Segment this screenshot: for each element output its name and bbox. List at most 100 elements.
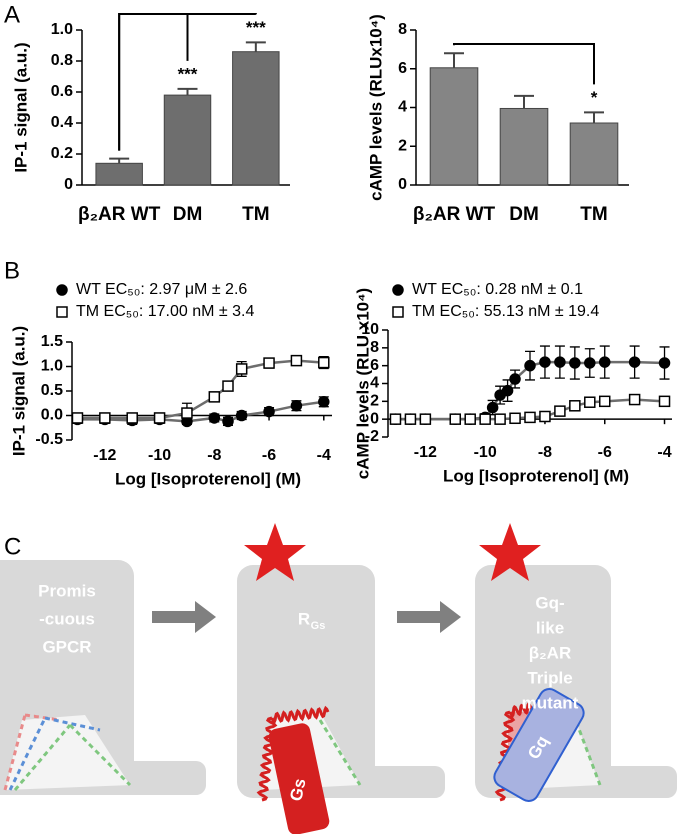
y-tick-label: 10 [361,321,379,338]
error-bar [245,41,266,52]
marker [524,411,536,424]
diagram-text: -cuous [39,609,95,628]
y-tick-label: 2 [370,393,379,410]
x-tick-label: -4 [657,444,671,461]
legend-marker [392,284,404,296]
fit-line [77,359,324,420]
y-tick-label: 0.5 [41,382,63,399]
panel-label: B [4,257,20,284]
legend-marker [56,306,68,318]
bracket [453,43,595,85]
category-label: DM [509,204,539,225]
y-tick-label: 0 [64,176,73,193]
category-label: β₂AR WT [78,204,161,225]
x-axis-title: Log [Isoproterenol] (M) [443,466,629,485]
diagram-text: GPCR [42,637,91,656]
diagram-text: Gs [286,777,309,803]
marker [290,354,303,367]
diagram-text: mutant [522,693,579,712]
marker [263,357,275,369]
y-tick-label: 0.4 [51,114,73,131]
marker [569,357,581,369]
diagram-text: R [298,609,310,628]
bar [429,67,479,186]
bracket [118,13,257,151]
y-tick-label: 0 [398,176,407,193]
marker [539,410,551,423]
diagram-text: Gs [311,620,326,632]
legend-label: WT EC₅₀: 0.28 nM ± 0.1 [412,281,583,298]
marker [153,412,166,424]
y-tick-label: 1.5 [41,333,63,350]
arrow [397,601,461,633]
error-bar [584,111,604,123]
legend-marker [56,284,68,296]
diagram-text: β₂AR [529,643,571,662]
error-bar [109,157,130,164]
marker [235,363,248,375]
marker [126,412,138,424]
marker [389,413,402,425]
marker [486,401,499,414]
marker [208,412,221,424]
pocket [5,715,130,790]
category-label: DM [173,204,203,225]
x-tick-label: -6 [262,447,276,464]
y-tick-label: 4 [398,99,407,116]
category-label: TM [580,204,607,225]
error-bar [177,87,198,96]
marker [479,413,491,425]
diagram-text: Promis [38,581,96,600]
pocket-outline [318,719,362,786]
star [244,523,306,581]
y-axis-title: cAMP levels (RLU x10⁴) [353,288,372,479]
error-bar [514,94,534,109]
y-tick-label: 1.0 [41,358,63,375]
error-bar [444,52,464,68]
marker [509,373,521,385]
bar [95,162,143,186]
panel-label: C [4,533,21,560]
x-axis-title: Log [Isoproterenol] (M) [115,469,301,488]
pocket-outline [256,716,278,802]
marker [208,391,221,403]
marker [99,412,111,424]
panel-label: A [4,1,20,28]
y-axis-title: cAMP levels (RLUx10⁴) [366,14,385,201]
y-tick-label: 6 [398,60,407,77]
y-tick-label: -0.5 [35,431,63,448]
y-axis-title: IP-1 signal (a.u.) [9,326,28,456]
legend-label: TM EC₅₀: 55.13 nM ± 19.4 [412,303,599,320]
bar [232,51,280,186]
x-tick-label: -12 [414,444,437,461]
significance: *** [178,64,198,83]
x-tick-label: -12 [93,447,116,464]
y-tick-label: 0.0 [41,407,63,424]
x-tick-label: -6 [598,444,612,461]
marker [554,405,566,417]
marker [584,357,596,369]
marker [569,400,581,412]
bar [163,94,212,186]
marker [554,356,566,368]
y-tick-label: 6 [370,357,379,374]
legend-label: TM EC₅₀: 17.00 nM ± 3.4 [76,303,254,320]
arrow [152,601,216,633]
gq-protein [493,688,585,802]
marker [539,356,551,368]
bar [569,122,619,186]
y-tick-label: 8 [370,339,379,356]
marker [419,413,432,425]
category-label: TM [242,204,269,225]
x-tick-label: -4 [317,447,331,464]
marker [628,356,641,368]
y-axis-title: IP-1 signal (a.u.) [11,42,30,172]
marker [71,412,84,424]
star [479,523,541,581]
marker [658,357,671,369]
marker [584,396,596,408]
diagram-text: like [536,618,564,637]
marker [235,409,248,422]
marker [263,405,275,418]
y-tick-label: 0 [370,410,379,427]
